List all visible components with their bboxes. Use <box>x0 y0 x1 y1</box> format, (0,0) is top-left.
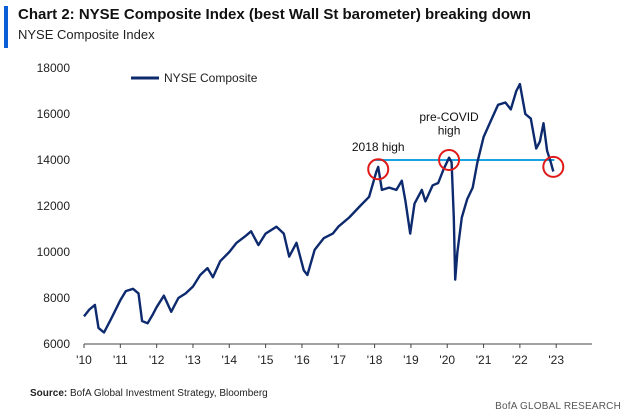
x-axis: '10 '11 '12 '13 '14 '15 '16 '17 '18 '19 '20 '21 '22 '… <box>76 343 592 367</box>
x-tick-label: '10 <box>76 353 92 367</box>
x-tick-label: '22 <box>512 353 528 367</box>
x-tick-label: '21 <box>476 353 492 367</box>
x-tick-label: '17 <box>330 353 346 367</box>
source-note: Source: BofA Global Investment Strategy,… <box>30 388 268 399</box>
brand-label: BofA GLOBAL RESEARCH <box>495 401 621 412</box>
x-tick-label: '18 <box>367 353 383 367</box>
x-tick-label: '11 <box>113 353 128 367</box>
chart-title: Chart 2: NYSE Composite Index (best Wall… <box>18 6 531 23</box>
highlight-circle <box>367 158 390 181</box>
x-tick-label: '13 <box>185 353 201 367</box>
y-tick-label: 14000 <box>37 153 71 167</box>
annotation-label: high <box>438 124 461 138</box>
annotation-label: 2018 high <box>352 140 405 154</box>
x-tick-label: '12 <box>149 353 165 367</box>
annotation-label: pre-COVID <box>419 110 479 124</box>
y-axis: 6000 8000 10000 12000 14000 16000 18000 <box>37 61 71 351</box>
source-text: BofA Global Investment Strategy, Bloombe… <box>70 388 268 399</box>
x-tick-label: '20 <box>439 353 455 367</box>
highlight-circle <box>542 155 565 178</box>
y-tick-label: 18000 <box>37 61 71 75</box>
y-tick-label: 8000 <box>43 291 70 305</box>
chart-subtitle: NYSE Composite Index <box>18 27 155 42</box>
x-tick-label: '19 <box>403 353 419 367</box>
y-tick-label: 12000 <box>37 199 71 213</box>
x-tick-label: '14 <box>221 353 237 367</box>
y-tick-label: 6000 <box>43 337 70 351</box>
source-label: Source: <box>30 388 68 399</box>
title-accent-bar <box>4 6 8 48</box>
x-tick-label: '16 <box>294 353 310 367</box>
highlight-circle <box>438 149 461 171</box>
x-tick-label: '15 <box>258 353 274 367</box>
y-tick-label: 10000 <box>37 245 71 259</box>
series-line-nyse-composite <box>83 82 555 334</box>
legend-label: NYSE Composite <box>164 71 258 85</box>
x-tick-label: '23 <box>548 353 564 367</box>
y-tick-label: 16000 <box>37 107 71 121</box>
legend: NYSE Composite <box>131 71 258 85</box>
